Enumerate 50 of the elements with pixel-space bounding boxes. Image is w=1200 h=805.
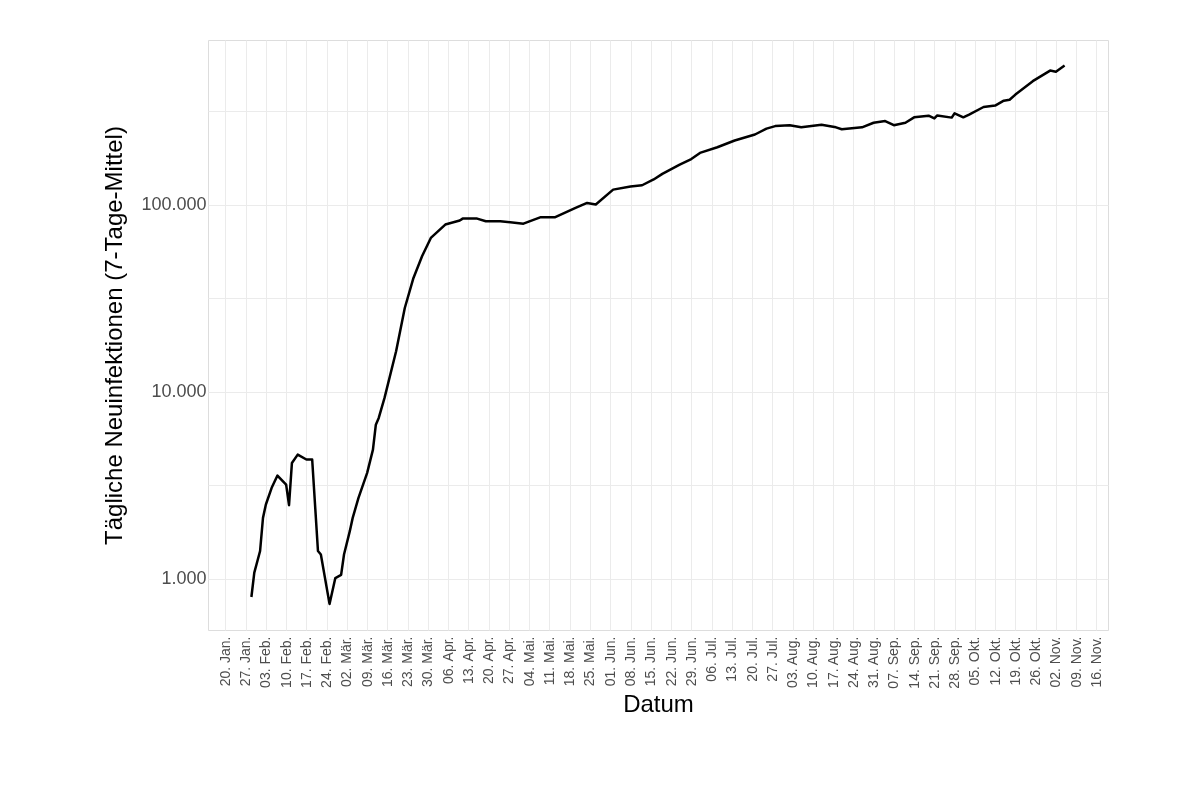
y-tick-label: 10.000 [151, 381, 207, 402]
x-tick-label: 27. Jan. [237, 636, 254, 687]
x-tick-label: 17. Feb. [297, 636, 314, 688]
x-tick-label: 23. Mär. [399, 636, 416, 688]
x-tick-label: 08. Jun. [622, 636, 639, 687]
x-tick-label: 03. Feb. [257, 636, 274, 688]
x-tick-label: 02. Mär. [338, 636, 355, 688]
x-tick-label: 24. Feb. [318, 636, 335, 688]
x-tick-label: 06. Apr. [439, 636, 456, 684]
x-tick-label: 31. Aug. [865, 636, 882, 688]
x-tick-label: 10. Aug. [804, 636, 821, 688]
x-tick-label: 26. Okt. [1027, 636, 1044, 686]
x-tick-label: 25. Mai. [581, 636, 598, 687]
y-axis-title: Tägliche Neuinfektionen (7-Tage-Mittel) [100, 126, 128, 545]
x-tick-label: 03. Aug. [784, 636, 801, 688]
x-tick-label: 10. Feb. [277, 636, 294, 688]
x-tick-label: 28. Sep. [946, 636, 963, 689]
x-tick-label: 29. Jun. [682, 636, 699, 687]
x-tick-label: 07. Sep. [885, 636, 902, 689]
x-tick-label: 16. Mär. [378, 636, 395, 688]
x-tick-label: 05. Okt. [966, 636, 983, 686]
x-tick-label: 27. Apr. [500, 636, 517, 684]
x-tick-label: 14. Sep. [905, 636, 922, 689]
x-tick-label: 09. Mär. [358, 636, 375, 688]
x-tick-label: 19. Okt. [1006, 636, 1023, 686]
x-tick-label: 22. Jun. [662, 636, 679, 687]
x-tick-label: 24. Aug. [844, 636, 861, 688]
x-tick-label: 18. Mai. [561, 636, 578, 687]
x-tick-label: 06. Jul. [703, 636, 720, 682]
x-tick-label: 02. Nov. [1047, 636, 1064, 688]
y-tick-label: 1.000 [161, 568, 207, 589]
x-tick-label: 27. Jul. [763, 636, 780, 682]
line-series [250, 64, 1066, 606]
x-tick-label: 21. Sep. [925, 636, 942, 689]
x-tick-label: 09. Nov. [1067, 636, 1084, 688]
x-tick-label: 20. Jan. [216, 636, 233, 687]
x-tick-label: 01. Jun. [601, 636, 618, 687]
x-tick-label: 13. Jul. [723, 636, 740, 682]
x-tick-label: 20. Apr. [480, 636, 497, 684]
x-axis-title: Datum [623, 689, 694, 717]
x-tick-label: 04. Mai. [520, 636, 537, 687]
x-tick-label: 16. Nov. [1087, 636, 1104, 688]
x-tick-label: 20. Jul. [743, 636, 760, 682]
x-tick-label: 30. Mär. [419, 636, 436, 688]
x-tick-label: 11. Mai. [540, 636, 557, 686]
x-tick-label: 15. Jun. [642, 636, 659, 687]
x-tick-label: 12. Okt. [986, 636, 1003, 686]
y-tick-label: 100.000 [141, 194, 207, 215]
x-tick-label: 13. Apr. [459, 636, 476, 684]
x-tick-label: 17. Aug. [824, 636, 841, 688]
